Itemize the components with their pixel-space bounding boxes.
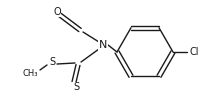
Text: S: S <box>49 57 55 67</box>
Text: N: N <box>99 40 107 50</box>
Text: CH₃: CH₃ <box>22 70 38 78</box>
Text: S: S <box>73 82 79 92</box>
Text: O: O <box>53 7 61 17</box>
Text: Cl: Cl <box>189 47 198 57</box>
